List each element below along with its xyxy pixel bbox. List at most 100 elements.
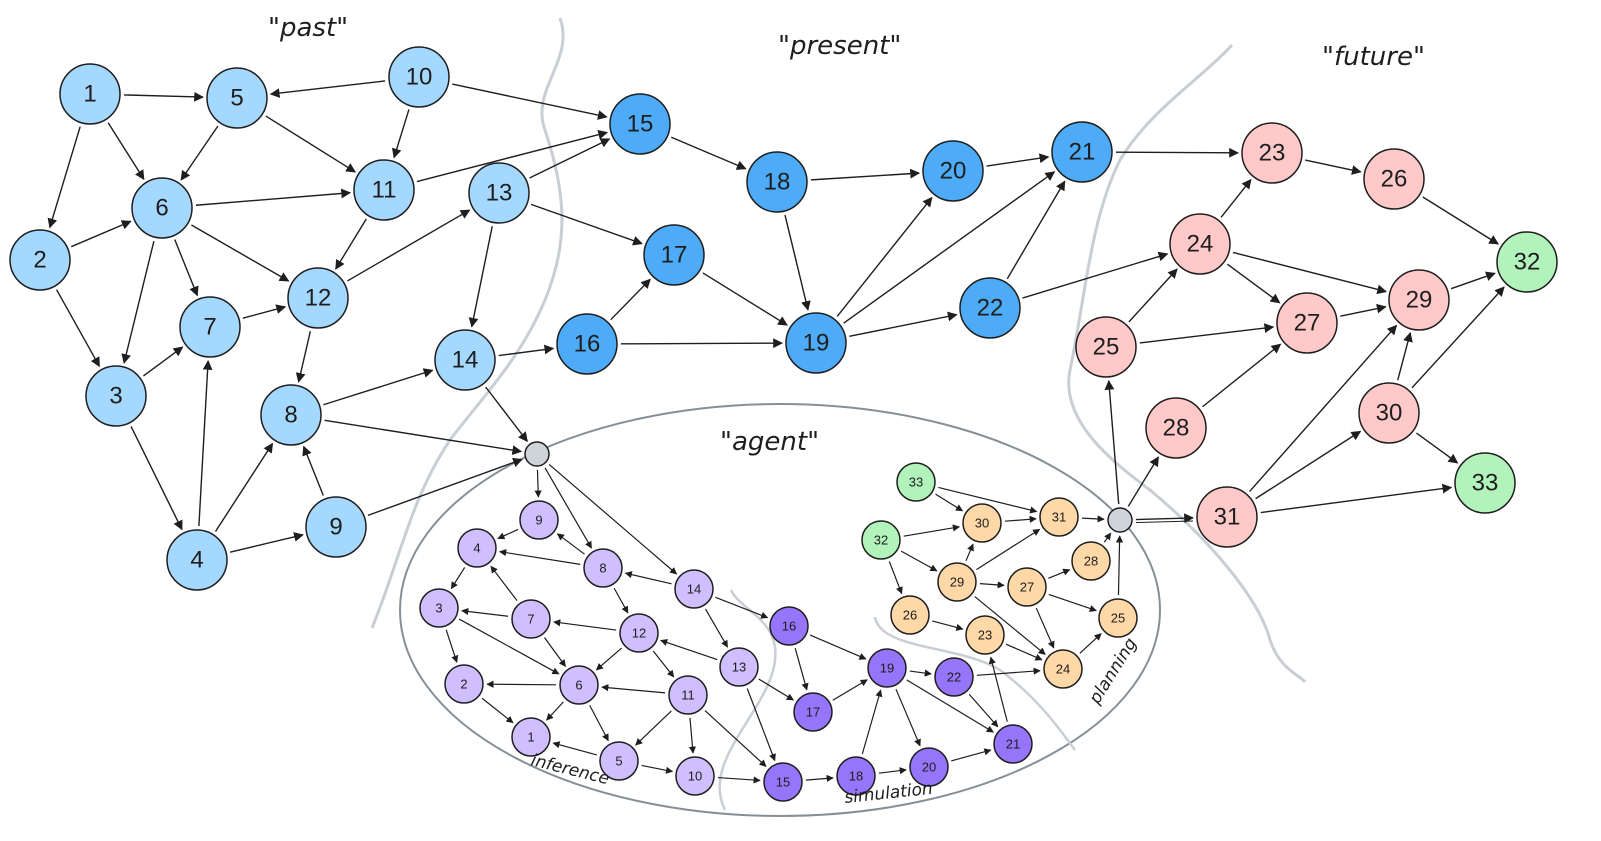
world-node-2[interactable]: 2 — [9, 229, 71, 291]
world-node-15[interactable]: 15 — [609, 93, 671, 155]
agent-node-2[interactable]: 2 — [444, 664, 484, 704]
agent-node-10[interactable]: 10 — [675, 756, 715, 796]
agent-node-27[interactable]: 27 — [1007, 567, 1047, 607]
agent-edge-11-10 — [688, 717, 697, 754]
agent-node-7[interactable]: 7 — [511, 599, 551, 639]
world-edge-6-3 — [121, 240, 155, 364]
agent-node-4[interactable]: 4 — [457, 528, 497, 568]
agent-node-26[interactable]: 26 — [890, 595, 930, 635]
world-node-circle — [1196, 486, 1258, 548]
agent-node-label: 9 — [535, 513, 542, 528]
agent-node-3[interactable]: 3 — [419, 588, 459, 628]
agent-node-29[interactable]: 29 — [937, 562, 977, 602]
agent-node-12[interactable]: 12 — [619, 613, 659, 653]
agent-node-23[interactable]: 23 — [965, 615, 1005, 655]
world-node-21[interactable]: 21 — [1051, 121, 1113, 183]
agent-node-label: 12 — [632, 626, 646, 641]
world-edge-13-14 — [468, 226, 493, 328]
agent-edge-2-1 — [481, 697, 514, 724]
world-node-5[interactable]: 5 — [206, 67, 268, 129]
world-node-22[interactable]: 22 — [959, 277, 1021, 339]
world-node-label: 13 — [486, 180, 513, 207]
world-node-19[interactable]: 19 — [785, 312, 847, 374]
agent-node-25[interactable]: 25 — [1098, 598, 1138, 638]
world-node-20[interactable]: 20 — [922, 140, 984, 202]
agent-node-circle — [793, 692, 833, 732]
world-node-27[interactable]: 27 — [1276, 292, 1338, 354]
agent-node-20[interactable]: 20 — [909, 747, 949, 787]
agent-node-circle — [1043, 649, 1083, 689]
world-node-circle — [59, 63, 121, 125]
world-node-14[interactable]: 14 — [434, 329, 496, 391]
agent-node-32[interactable]: 32 — [861, 520, 901, 560]
agent-edge-32-26 — [888, 561, 903, 595]
world-node-30[interactable]: 30 — [1358, 382, 1420, 444]
world-edge-12-8 — [295, 330, 312, 383]
agent-node-28[interactable]: 28 — [1071, 541, 1111, 581]
world-node-label: 20 — [940, 158, 967, 185]
agent-node-15[interactable]: 15 — [763, 762, 803, 802]
agent-node-22[interactable]: 22 — [934, 657, 974, 697]
world-node-label: 30 — [1376, 400, 1403, 427]
world-node-26[interactable]: 26 — [1363, 148, 1425, 210]
world-node-31[interactable]: 31 — [1196, 486, 1258, 548]
world-edge-25-27 — [1139, 323, 1275, 344]
world-edge-16-19 — [620, 338, 783, 349]
world-node-label: 29 — [1406, 287, 1433, 314]
agent-node-33[interactable]: 33 — [896, 462, 936, 502]
agent-node-14[interactable]: 14 — [674, 569, 714, 609]
agent-node-18[interactable]: 18 — [836, 756, 876, 796]
agent-node-11[interactable]: 11 — [668, 675, 708, 715]
world-node-circle — [206, 67, 268, 129]
world-edge-30-33 — [1416, 432, 1459, 464]
world-node-label: 16 — [574, 331, 601, 358]
world-edge-10-15 — [452, 83, 608, 120]
agent-node-16[interactable]: 16 — [769, 606, 809, 646]
world-node-9[interactable]: 9 — [305, 496, 367, 558]
agent-node-6[interactable]: 6 — [559, 665, 599, 705]
world-node-4[interactable]: 4 — [166, 529, 228, 591]
world-node-28[interactable]: 28 — [1145, 397, 1207, 459]
world-node-16[interactable]: 16 — [556, 313, 618, 375]
world-node-29[interactable]: 29 — [1388, 269, 1450, 331]
agent-node-31[interactable]: 31 — [1039, 497, 1079, 537]
agent-node-21[interactable]: 21 — [993, 724, 1033, 764]
world-node-24[interactable]: 24 — [1169, 213, 1231, 275]
agent-edge-in-14 — [548, 463, 678, 575]
world-node-3[interactable]: 3 — [85, 365, 147, 427]
agent-edge-27-25 — [1048, 593, 1097, 612]
planning-label: planning — [1085, 634, 1142, 708]
world-node-10[interactable]: 10 — [388, 46, 450, 108]
agent-node-5[interactable]: 5 — [599, 741, 639, 781]
world-edge-31-29 — [1249, 324, 1398, 493]
agent-node-30[interactable]: 30 — [962, 503, 1002, 543]
agent-node-9[interactable]: 9 — [519, 500, 559, 540]
world-node-18[interactable]: 18 — [746, 151, 808, 213]
world-node-33[interactable]: 33 — [1454, 452, 1516, 514]
world-node-8[interactable]: 8 — [260, 384, 322, 446]
agent-node-circle — [993, 724, 1033, 764]
agent-edge-29-27 — [979, 581, 1005, 589]
world-node-12[interactable]: 12 — [287, 267, 349, 329]
world-node-7[interactable]: 7 — [179, 296, 241, 358]
agent-node-19[interactable]: 19 — [867, 648, 907, 688]
world-node-circle — [353, 159, 415, 221]
world-node-6[interactable]: 6 — [131, 177, 193, 239]
world-edge-2-6 — [71, 220, 132, 248]
agent-edge-14-8 — [624, 571, 672, 585]
world-node-11[interactable]: 11 — [353, 159, 415, 221]
agent-node-13[interactable]: 13 — [719, 647, 759, 687]
agent-node-24[interactable]: 24 — [1043, 649, 1083, 689]
world-node-17[interactable]: 17 — [643, 224, 705, 286]
agent-edge-27-28 — [1048, 568, 1071, 579]
world-node-32[interactable]: 32 — [1496, 231, 1558, 293]
world-node-25[interactable]: 25 — [1075, 316, 1137, 378]
agent-node-8[interactable]: 8 — [583, 548, 623, 588]
world-node-1[interactable]: 1 — [59, 63, 121, 125]
agent-node-1[interactable]: 1 — [511, 717, 551, 757]
agent-node-17[interactable]: 17 — [793, 692, 833, 732]
world-node-23[interactable]: 23 — [1241, 122, 1303, 184]
agent-edge-8-9 — [556, 533, 585, 555]
world-node-13[interactable]: 13 — [468, 162, 530, 224]
